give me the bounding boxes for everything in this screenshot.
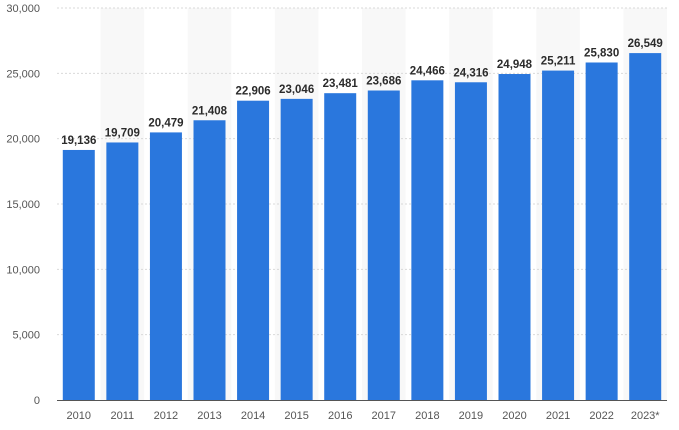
x-tick-label: 2022 [589,410,613,422]
data-label: 23,046 [279,84,314,96]
data-label: 20,479 [148,117,183,129]
bar [498,74,531,400]
y-axis-ticks: 0 5,000 10,000 15,000 20,000 25,000 30,000 [6,3,40,407]
x-tick-label: 2016 [328,410,352,422]
data-label: 19,709 [105,127,140,139]
bar [411,80,444,400]
data-label: 25,211 [541,56,576,68]
x-tick-label: 2012 [154,410,178,422]
x-tick-label: 2018 [415,410,439,422]
x-tick-label: 2013 [197,410,221,422]
x-tick-label: 2019 [459,410,483,422]
y-tick-label: 10,000 [6,264,40,276]
y-tick-label: 25,000 [6,68,40,80]
bar [280,98,313,400]
y-tick-label: 5,000 [12,330,40,342]
bar [149,132,182,401]
bar [629,53,662,400]
data-label: 26,549 [628,38,663,50]
data-label: 23,686 [366,76,401,88]
bar [193,120,226,400]
data-label: 22,906 [235,86,270,98]
bar [454,82,487,400]
bar [237,100,270,400]
bars [62,53,662,401]
x-tick-label: 2014 [241,410,265,422]
y-tick-label: 30,000 [6,3,40,15]
data-label: 19,136 [61,135,96,147]
y-tick-label: 15,000 [6,199,40,211]
data-label: 25,830 [584,47,619,59]
bar [542,70,575,400]
y-tick-label: 0 [34,395,40,407]
x-tick-label: 2020 [502,410,526,422]
bar [585,62,618,400]
y-tick-label: 20,000 [6,134,40,146]
x-tick-label: 2010 [67,410,91,422]
x-tick-label: 2015 [284,410,308,422]
data-label: 24,316 [453,67,488,79]
bar [62,149,95,400]
bar [324,93,357,400]
data-label: 24,948 [497,59,533,71]
data-label: 21,408 [192,105,228,117]
bar [106,142,139,401]
x-tick-label: 2011 [111,410,135,422]
data-label: 24,466 [410,65,445,77]
bar [367,90,400,400]
data-labels: 19,136 19,709 20,479 21,408 22,906 23,046 23,4… [61,38,663,147]
x-tick-label: 2023* [631,410,660,422]
data-label: 23,481 [323,78,359,90]
x-axis-ticks: 2010 2011 2012 2013 2014 2015 2016 2017 2018 2019… [67,410,661,422]
x-tick-label: 2017 [372,410,396,422]
x-tick-label: 2021 [546,410,570,422]
